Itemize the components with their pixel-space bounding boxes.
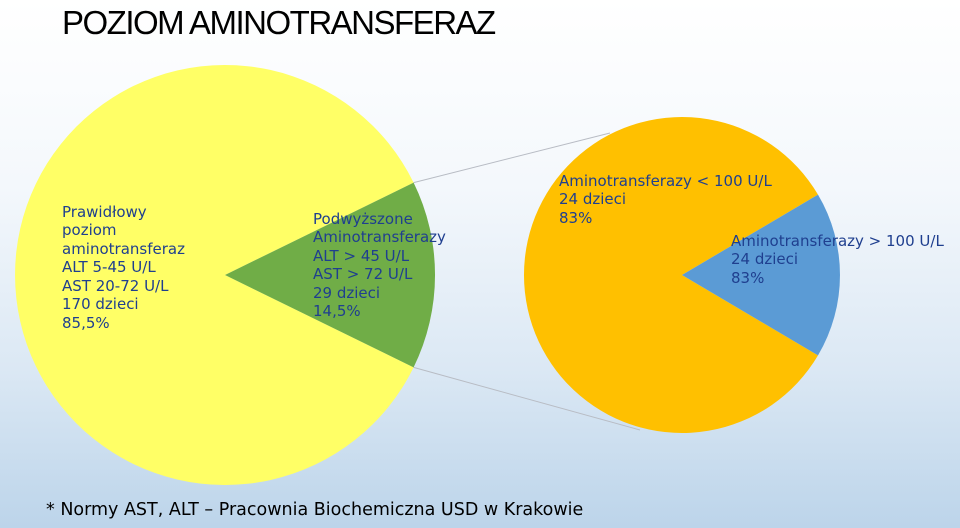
slice-label-elevated: Podwyższone Aminotransferazy ALT > 45 U/…: [313, 210, 446, 321]
slice-label-normal: Prawidłowy poziom aminotransferaz ALT 5-…: [62, 203, 185, 332]
footnote: * Normy AST, ALT – Pracownia Biochemiczn…: [46, 500, 584, 520]
secondary-pie-slice-0: [523, 116, 818, 434]
main-pie-slice-1: [225, 182, 436, 368]
secondary-pie: [523, 116, 840, 434]
connector-bottom: [413, 366, 641, 431]
main-pie: [15, 65, 436, 486]
main-pie-slice-0: [15, 65, 414, 486]
slice-label-below-100: Aminotransferazy < 100 U/L 24 dzieci 83%: [559, 172, 772, 227]
slice-label-above-100: Aminotransferazy > 100 U/L 24 dzieci 83%: [731, 232, 944, 287]
page-title: POZIOM AMINOTRANSFERAZ: [62, 4, 496, 41]
connector-top: [413, 132, 611, 184]
connector-lines: [413, 132, 641, 431]
secondary-pie-slice-1: [682, 194, 840, 356]
